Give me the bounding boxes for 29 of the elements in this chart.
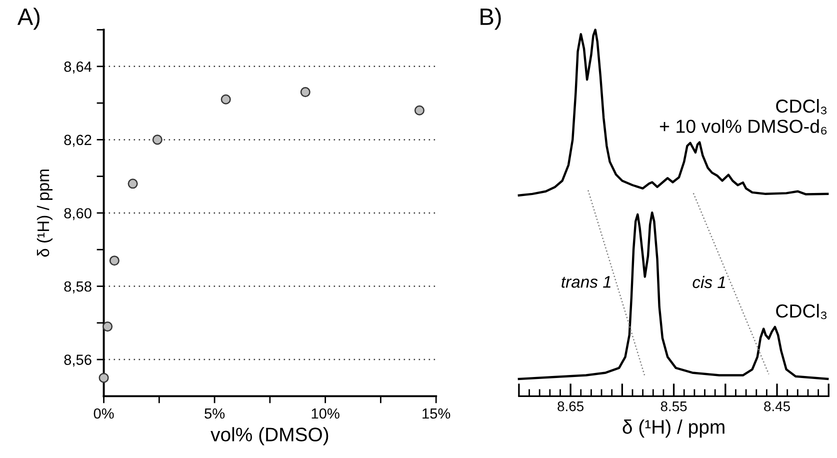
x-tick-label: 15% (422, 408, 450, 419)
annotation: trans 1 (562, 276, 610, 288)
chart-title: B) (480, 8, 501, 30)
point (220, 94, 231, 104)
point (102, 322, 113, 332)
point (414, 105, 424, 116)
point (109, 256, 120, 266)
x-tick-label: 8.55 (660, 401, 687, 412)
point (128, 178, 138, 189)
x-tick-label: 0% (94, 408, 114, 419)
series-label: CDCl₃ (776, 304, 827, 320)
annotation: cis 1 (692, 276, 726, 288)
x-tick-label: 8.45 (764, 401, 790, 412)
y-tick-label: 8,60 (64, 208, 92, 220)
x-axis-title: vol% (DMSO) (210, 427, 328, 446)
y-tick-label: 8,56 (64, 354, 92, 367)
series-label: CDCl₃ + 10 vol% DMSO-d₆ (660, 99, 827, 135)
y-tick-label: 8,62 (64, 134, 92, 147)
x-tick-label: 5% (204, 408, 225, 419)
x-tick-label: 8.65 (558, 401, 584, 412)
point (152, 134, 162, 145)
chart-title: A) (17, 8, 40, 30)
x-tick-label: 10% (312, 408, 340, 419)
point (300, 87, 310, 98)
y-tick-label: 8,64 (64, 62, 92, 74)
point (98, 372, 109, 383)
y-tick-label: 8,58 (64, 281, 92, 294)
y-axis-title: δ (¹H) / ppm (36, 170, 52, 257)
x-axis-title: δ (¹H) / ppm (622, 420, 724, 438)
